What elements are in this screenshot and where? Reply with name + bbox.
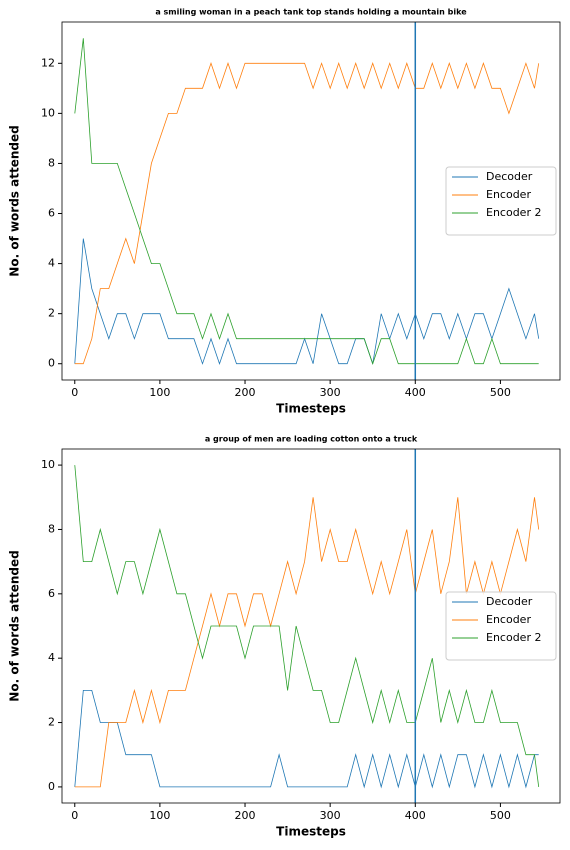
x-tick-label: 100 [149,386,170,399]
chart-title: a smiling woman in a peach tank top stan… [155,8,467,17]
plot-frame [61,448,561,804]
legend-label: Encoder 2 [486,631,541,644]
y-axis-label: No. of words attended [8,550,22,701]
plot-frame [61,21,561,381]
legend-label: Decoder [486,595,533,608]
y-tick-label: 12 [41,56,55,69]
legend-label: Encoder [486,613,531,626]
y-tick-label: 2 [48,307,55,320]
series-line [74,690,539,789]
y-tick-label: 8 [48,156,55,169]
series-line [74,465,540,787]
legend-label: Decoder [486,170,533,183]
x-tick-label: 400 [405,809,426,822]
x-axis-label: Timesteps [276,402,346,416]
x-tick-label: 300 [320,386,341,399]
series-line [74,38,539,365]
legend-label: Encoder [486,188,531,201]
x-tick-label: 100 [149,809,170,822]
x-tick-label: 0 [71,809,78,822]
y-axis-label: No. of words attended [8,125,22,276]
x-tick-label: 200 [235,809,256,822]
y-tick-label: 10 [41,106,55,119]
y-tick-label: 0 [48,780,55,793]
y-tick-label: 8 [48,522,55,535]
x-tick-label: 500 [490,386,511,399]
x-tick-label: 300 [320,809,341,822]
series-line [74,62,540,365]
y-tick-label: 4 [48,257,55,270]
chart-title: a group of men are loading cotton onto a… [205,435,418,444]
y-tick-label: 2 [48,716,55,729]
x-tick-label: 500 [490,809,511,822]
y-tick-label: 0 [48,357,55,370]
legend-box [445,591,557,661]
legend-label: Encoder 2 [486,206,541,219]
x-tick-label: 0 [71,386,78,399]
y-tick-label: 4 [48,651,55,664]
y-tick-label: 10 [41,458,55,471]
y-tick-label: 6 [48,587,55,600]
x-axis-label: Timesteps [276,825,346,839]
x-tick-label: 400 [405,386,426,399]
legend-box [445,166,557,236]
series-line [74,238,540,365]
x-tick-label: 200 [235,386,256,399]
y-tick-label: 6 [48,207,55,220]
series-line [74,497,540,788]
